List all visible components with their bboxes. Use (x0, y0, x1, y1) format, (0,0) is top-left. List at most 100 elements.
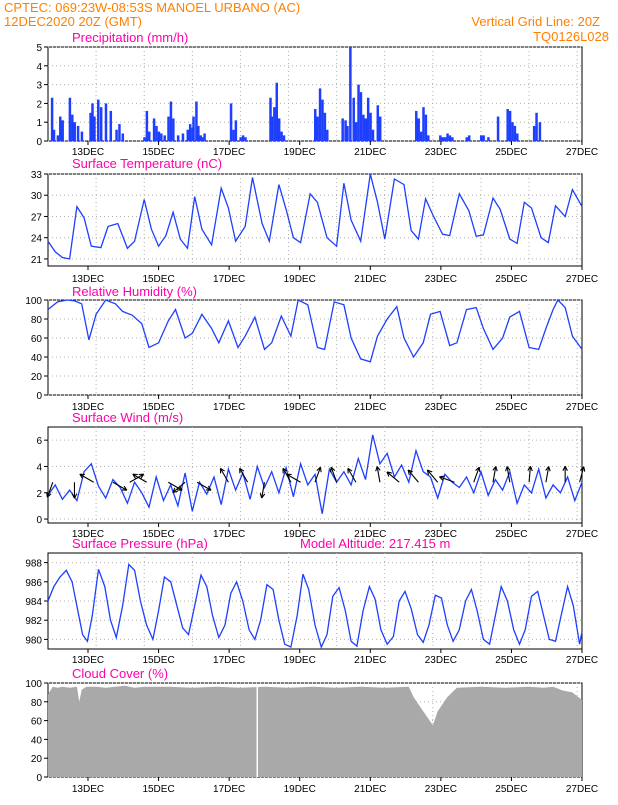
precip-bar (269, 97, 272, 141)
cloud-ytick-label: 80 (31, 698, 43, 709)
precip-xtick-label: 23DEC (425, 147, 457, 158)
wind-ytick-label: 4 (36, 462, 42, 473)
temp-ytick-label: 24 (31, 234, 43, 245)
temp-xtick-label: 15DEC (142, 274, 174, 285)
precip-bar (157, 131, 161, 141)
temp-xtick-label: 19DEC (284, 274, 316, 285)
wind-arrow-head (407, 469, 413, 475)
wind-arrow-shaft (426, 469, 439, 483)
wind-arrow-shaft (330, 467, 338, 483)
pres-title: Surface Pressure (hPa) (72, 536, 208, 551)
rh-series-line (47, 298, 583, 363)
precip-bar (145, 110, 149, 141)
precip-bar (321, 99, 324, 141)
wind-ytick-label: 6 (36, 436, 42, 447)
precip-bar (366, 97, 370, 141)
precip-bar (80, 131, 84, 141)
wind-xtick-label: 25DEC (495, 529, 527, 540)
precip-bar (169, 101, 173, 141)
precip-bar (91, 103, 94, 141)
pres-xtick-label: 23DEC (425, 655, 457, 666)
cloud-area (48, 685, 582, 777)
temp-panel: Surface Temperature (nC) 21 24 27 30 33 13DEC 1… (31, 156, 598, 285)
precip-bar (234, 120, 238, 141)
wind-arrow-head (562, 465, 568, 471)
wind-arrow-shaft (579, 466, 585, 483)
wind-xtick-label: 19DEC (284, 529, 316, 540)
precip-bar (118, 124, 121, 141)
wind-arrow-shaft (439, 476, 455, 483)
wind-arrow-shaft (172, 481, 186, 493)
precip-bar (167, 116, 170, 141)
precip-bar (192, 116, 195, 141)
precip-bar (378, 116, 382, 141)
precip-bar (273, 107, 276, 141)
rh-xtick-label: 17DEC (213, 402, 245, 413)
rh-title: Relative Humidity (%) (72, 284, 197, 299)
precip-bar (465, 137, 469, 141)
precip-bar (359, 92, 363, 141)
wind-arrow-shaft (167, 481, 183, 491)
rh-xtick-label: 19DEC (284, 402, 316, 413)
rh-panel: Relative Humidity (%) 0 20 40 60 80 100 13DEC 15… (25, 284, 598, 413)
wind-arrow-shaft (261, 482, 266, 499)
precip-bar (318, 88, 322, 141)
temp-ytick-label: 30 (31, 191, 43, 202)
rh-xtick-label: 13DEC (72, 402, 104, 413)
wind-arrow-head (375, 466, 381, 472)
precip-bar (109, 110, 113, 141)
precip-bar (417, 118, 420, 141)
precip-bar (354, 122, 358, 141)
precip-bar (364, 118, 368, 141)
precip-bar (160, 133, 163, 141)
precip-bar (376, 105, 380, 141)
temp-xtick-label: 23DEC (425, 274, 457, 285)
wind-arrow-shaft (545, 466, 550, 483)
cloud-panel: Cloud Cover (%) 0 20 40 60 80 100 13DEC 15DEC 17D… (25, 666, 598, 795)
precip-bar (479, 135, 483, 141)
precip-bar (143, 137, 146, 141)
precip-bar (229, 103, 233, 141)
precip-bar (496, 116, 500, 141)
precip-title: Precipitation (mm/h) (72, 30, 188, 45)
precip-ytick-label: 2 (36, 99, 42, 110)
meteogram-panels: Precipitation (mm/h) 0 1 2 3 4 5 13DEC 15DEC 17DE… (25, 30, 598, 795)
temp-series-line (47, 173, 583, 260)
precip-xtick-label: 15DEC (142, 147, 174, 158)
precip-bar (176, 135, 180, 141)
precip-bar (513, 125, 517, 141)
wind-arrow-shaft (219, 468, 229, 483)
precip-bar (357, 84, 360, 141)
precip-bar (349, 47, 352, 141)
precip-bar (61, 120, 64, 141)
precip-bar (362, 114, 365, 141)
wind-arrow-head (505, 466, 511, 472)
header-grid-line-note: Vertical Grid Line: 20Z (471, 14, 600, 29)
precip-bar (232, 129, 235, 141)
precip-bar (188, 124, 192, 141)
rh-xtick-label: 27DEC (566, 402, 598, 413)
wind-arrow-shaft (347, 468, 357, 483)
wind-arrow-shaft (386, 471, 400, 483)
wind-arrow-shaft (492, 466, 497, 483)
wind-arrow-head (439, 475, 445, 481)
wind-arrow-head (475, 466, 481, 473)
precip-bar (448, 135, 452, 141)
precip-bar (89, 112, 92, 141)
precip-bar (241, 135, 245, 141)
precip-bar (532, 125, 536, 141)
rh-ytick-label: 20 (31, 372, 43, 383)
rh-ytick-label: 40 (31, 353, 43, 364)
precip-bar (371, 129, 375, 141)
wind-arrow-head (316, 466, 322, 473)
precip-bar (316, 116, 319, 141)
pres-panel: Surface Pressure (hPa) Model Altitude: 21… (25, 536, 598, 666)
wind-arrow-shaft (79, 473, 94, 483)
precip-bar (341, 118, 344, 141)
wind-arrow-head (282, 467, 288, 474)
precip-bar (244, 137, 247, 141)
pres-xtick-label: 25DEC (495, 655, 527, 666)
precip-bar (200, 137, 204, 141)
rh-ytick-label: 80 (31, 315, 43, 326)
wind-arrow-head (79, 473, 85, 479)
